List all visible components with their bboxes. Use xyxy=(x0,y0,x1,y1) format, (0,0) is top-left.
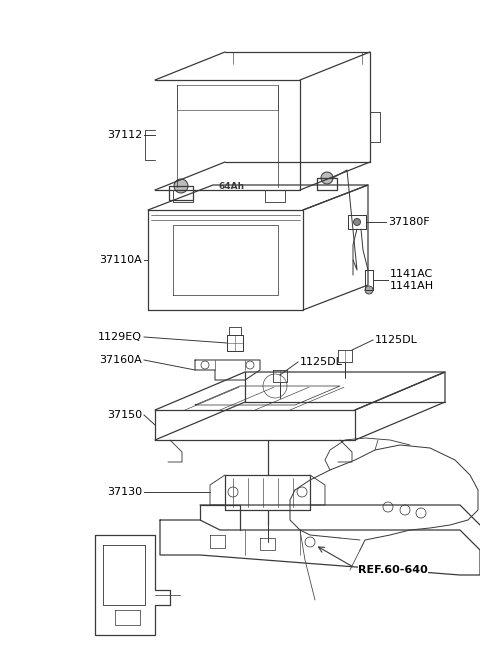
Circle shape xyxy=(365,286,373,294)
Text: 37160A: 37160A xyxy=(99,355,142,365)
Text: 1125DL: 1125DL xyxy=(375,335,418,345)
Circle shape xyxy=(174,179,188,193)
Text: 37110A: 37110A xyxy=(99,255,142,265)
Text: 1129EQ: 1129EQ xyxy=(98,332,142,342)
Text: 37112: 37112 xyxy=(107,130,142,140)
Text: 1141AC: 1141AC xyxy=(390,269,433,279)
Text: 37150: 37150 xyxy=(107,410,142,420)
Text: 64Ah: 64Ah xyxy=(219,182,245,191)
Text: 37130: 37130 xyxy=(107,487,142,497)
Text: 1141AH: 1141AH xyxy=(390,281,434,291)
Text: 1125DL: 1125DL xyxy=(300,357,343,367)
Circle shape xyxy=(321,172,333,184)
Text: REF.60-640: REF.60-640 xyxy=(358,565,428,575)
Text: 37180F: 37180F xyxy=(388,217,430,227)
Circle shape xyxy=(353,219,360,225)
